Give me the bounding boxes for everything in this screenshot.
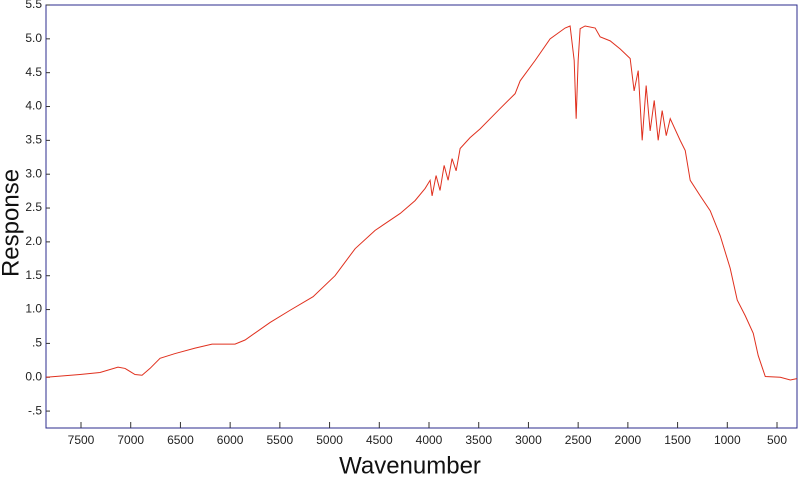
x-tick-label: 6000 xyxy=(217,433,244,447)
spectrum-line xyxy=(45,25,798,381)
y-tick-label: 5.0 xyxy=(25,31,42,45)
x-tick-label: 500 xyxy=(767,433,787,447)
x-tick-label: 5000 xyxy=(316,433,343,447)
x-tick-label: 6500 xyxy=(167,433,194,447)
x-tick-label: 2500 xyxy=(565,433,592,447)
x-tick-label: 7500 xyxy=(68,433,95,447)
y-tick-label: 4.0 xyxy=(25,99,42,113)
y-axis-title: Response xyxy=(0,169,24,277)
x-tick-label: 2000 xyxy=(615,433,642,447)
y-tick-label: 1.0 xyxy=(25,302,42,316)
y-tick-label: 0.0 xyxy=(25,369,42,383)
y-tick-label: .5 xyxy=(32,336,42,350)
y-tick-label: 4.5 xyxy=(25,65,42,79)
x-tick-label: 1500 xyxy=(664,433,691,447)
y-tick-label: 1.5 xyxy=(25,268,42,282)
x-tick-label: 4000 xyxy=(416,433,443,447)
plot-frame xyxy=(45,4,798,429)
x-tick-label: 3000 xyxy=(515,433,542,447)
y-tick-label: 3.0 xyxy=(25,166,42,180)
x-tick-label: 5500 xyxy=(267,433,294,447)
x-tick-label: 7000 xyxy=(117,433,144,447)
y-tick-label: 3.5 xyxy=(25,133,42,147)
x-tick-label: 1000 xyxy=(714,433,741,447)
x-tick-label: 4500 xyxy=(366,433,393,447)
y-tick-label: 2.0 xyxy=(25,234,42,248)
y-tick-label: -.5 xyxy=(28,403,42,417)
x-tick-label: 3500 xyxy=(465,433,492,447)
y-tick-label: 2.5 xyxy=(25,200,42,214)
y-tick-label: 5.5 xyxy=(25,0,42,11)
x-axis-title: Wavenumber xyxy=(339,452,481,478)
